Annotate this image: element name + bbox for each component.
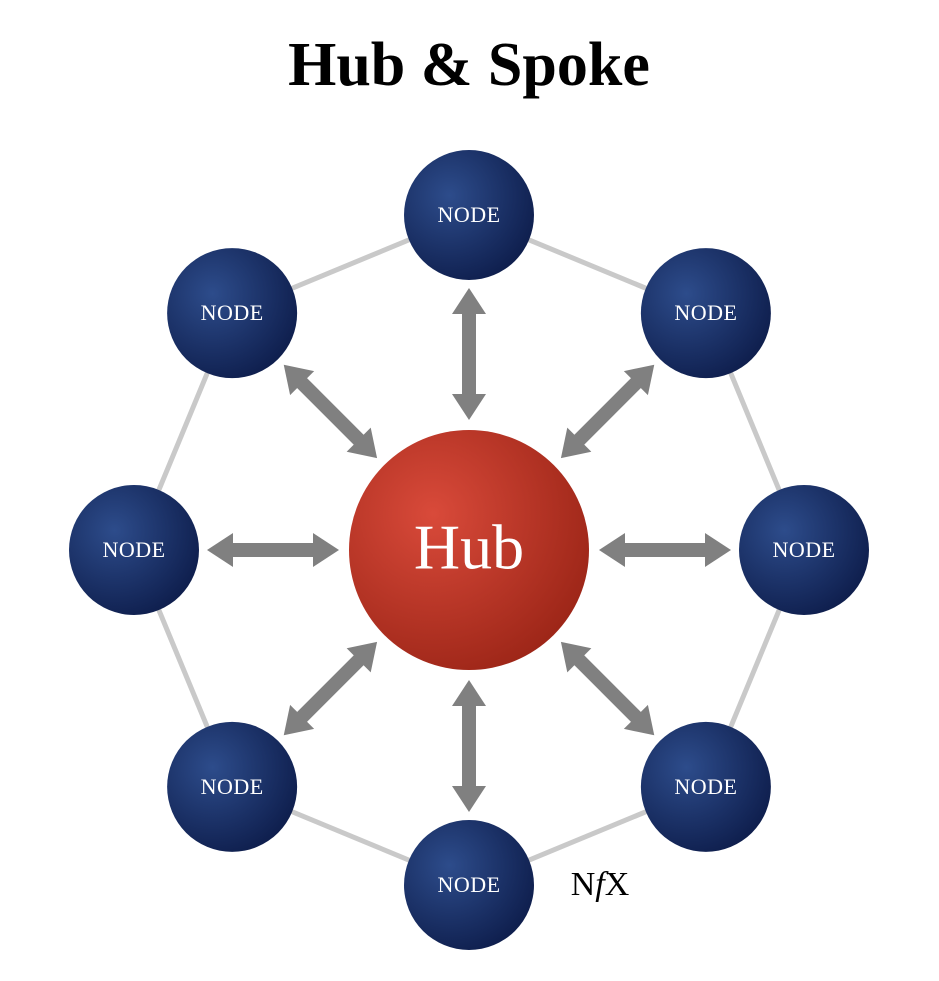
diagram-container: Hub NODE NODE NODE NODE NODE NODE NODE NODE Hub &… <box>0 0 939 981</box>
spoke-line <box>300 381 360 441</box>
spoke-line <box>577 381 637 441</box>
arrowhead <box>207 533 233 567</box>
arrowhead <box>599 533 625 567</box>
node-label: NODE <box>201 300 264 325</box>
node-label: NODE <box>437 202 500 227</box>
hub-label: Hub <box>414 512 524 583</box>
arrowhead <box>452 680 486 706</box>
spoke-line <box>300 658 360 718</box>
diagram-title: Hub & Spoke <box>288 31 650 99</box>
spoke-line <box>577 658 637 718</box>
arrowhead <box>313 533 339 567</box>
node-label: NODE <box>437 872 500 897</box>
node-label: NODE <box>674 300 737 325</box>
arrowhead <box>452 288 486 314</box>
arrowhead <box>452 394 486 420</box>
hub-spoke-svg: Hub NODE NODE NODE NODE NODE NODE NODE NODE Hub &… <box>0 0 939 981</box>
arrowhead <box>705 533 731 567</box>
node-label: NODE <box>772 537 835 562</box>
node-label: NODE <box>201 774 264 799</box>
node-label: NODE <box>674 774 737 799</box>
arrowhead <box>452 786 486 812</box>
node-label: NODE <box>102 537 165 562</box>
attribution-label: NfX <box>571 866 630 903</box>
